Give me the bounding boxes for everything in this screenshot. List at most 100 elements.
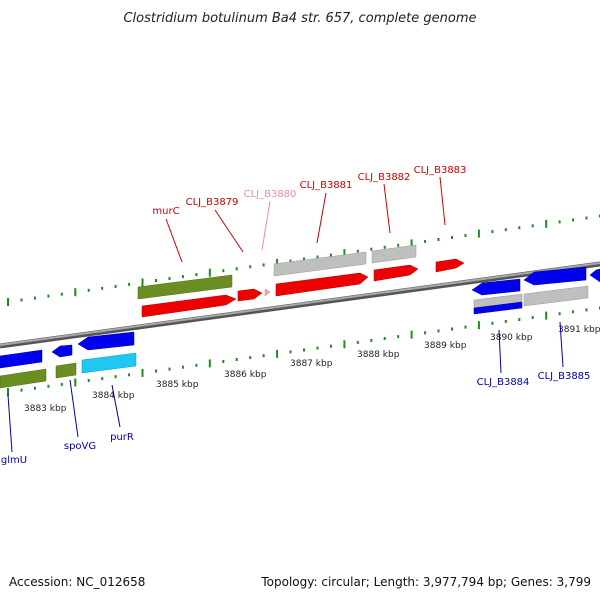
upper-track-minor-tick [262,263,265,267]
upper-track-minor-tick [356,249,359,253]
gene-bar-glmU-green[interactable] [0,368,47,389]
lower-track-minor-tick [558,312,561,316]
gene-bar-purR-cyan[interactable] [81,352,137,374]
lower-track-major-tick [545,311,548,320]
lower-dot-track [7,306,600,396]
lower-track-minor-tick [504,319,507,323]
gene-arrow-CLJ_B3881[interactable] [275,272,369,297]
tick-label-3890: 3890 kbp [490,333,533,343]
upper-gene-labels: murC CLJ_B3879 CLJ_B3880 CLJ_B3881 CLJ_B… [152,165,466,217]
gene-label-CLJ_B3880[interactable]: CLJ_B3880 [244,189,297,200]
gene-bar-CLJ_B3881-grey[interactable] [273,251,367,277]
upper-track-minor-tick [47,294,50,298]
gene-arrow-CLJ_B3884[interactable] [471,278,521,296]
upper-track-minor-tick [424,239,427,243]
lower-track-minor-tick [437,329,440,333]
upper-track-minor-tick [370,247,373,251]
gene-bar-CLJ_B3882-grey[interactable] [371,244,417,264]
gene-label-glmU[interactable]: glmU [1,455,27,466]
lower-track-minor-tick [47,384,50,388]
gene-arrow-CLJ_B3880[interactable] [264,288,271,297]
label-leader-lines [7,176,564,453]
upper-dot-track [7,214,600,306]
upper-track-minor-tick [518,226,521,230]
leader-CLJ_B3883 [439,176,446,226]
upper-track-minor-tick [128,282,131,286]
gene-bar-CLJ_B3885-grey[interactable] [523,285,589,307]
leader-CLJ_B3885 [559,321,564,368]
upper-track-minor-tick [464,234,467,237]
gene-arrow-CLJ_B3882[interactable] [373,264,419,282]
upper-track-minor-tick [168,277,171,280]
lower-track-major-tick [7,388,9,396]
accession-text: Accession: NC_012658 [9,575,145,589]
upper-track-minor-tick [289,259,292,263]
gene-label-murC[interactable]: murC [152,206,179,217]
gene-label-CLJ_B3883[interactable]: CLJ_B3883 [414,165,467,176]
gene-label-CLJ_B3884[interactable]: CLJ_B3884 [477,377,530,388]
leader-glmU [7,394,13,453]
gene-arrow-CLJ_B3885[interactable] [523,266,587,286]
leader-CLJ_B3882 [383,183,391,234]
gene-bar-spoVG-green[interactable] [55,362,77,379]
gene-arrow-left-1[interactable] [0,349,43,369]
reverse-strand-blue-track-left [0,331,135,369]
tick-label-3887: 3887 kbp [290,359,333,369]
upper-track-minor-tick [101,286,104,290]
gene-label-CLJ_B3882[interactable]: CLJ_B3882 [358,172,411,183]
gene-arrow-CLJ_B3883[interactable] [435,258,465,273]
upper-track-minor-tick [531,224,534,228]
lower-track-minor-tick [289,350,292,354]
tick-label-3888: 3888 kbp [357,350,400,360]
lower-track-minor-tick [60,382,63,386]
lower-track-minor-tick [451,327,453,331]
upper-track-minor-tick [249,265,252,269]
lower-track-minor-tick [181,365,184,369]
leader-CLJ_B3879 [214,209,244,253]
upper-track-minor-tick [504,228,507,232]
upper-track-major-tick [208,268,211,277]
gene-bar-CLJ_B3884-blue[interactable] [473,301,523,315]
upper-track-major-tick [545,219,548,228]
lower-track-major-tick [343,340,346,349]
lower-track-minor-tick [329,344,332,348]
map-title: Clostridium botulinum Ba4 str. 657, comp… [123,11,476,26]
scale-tick-labels: 3883 kbp 3884 kbp 3885 kbp 3886 kbp 3887… [24,325,600,414]
gene-arrow-spoVG[interactable] [51,344,73,358]
lower-track-minor-tick [222,360,225,363]
lower-track-minor-tick [303,348,305,352]
lower-track-major-tick [141,368,144,377]
gene-arrow-purR-blue[interactable] [77,331,135,351]
lower-track-minor-tick [168,367,171,371]
upper-track-major-tick [74,288,77,297]
lower-track-major-tick [208,359,211,368]
lower-track-minor-tick [356,340,359,344]
upper-track-minor-tick [60,292,63,296]
gene-arrow-CLJ_B3879[interactable] [237,288,263,302]
lower-track-major-tick [74,378,77,387]
lower-track-minor-tick [464,325,467,329]
upper-track-minor-tick [20,298,23,302]
gene-label-CLJ_B3885[interactable]: CLJ_B3885 [538,371,591,382]
gene-label-spoVG[interactable]: spoVG [64,441,96,452]
upper-track-minor-tick [235,267,238,271]
upper-track-minor-tick [181,275,184,279]
upper-track-minor-tick [222,269,225,273]
gene-label-CLJ_B3881[interactable]: CLJ_B3881 [300,180,353,191]
chromosome-backbone [0,261,600,349]
lower-track-major-tick [276,349,279,358]
lower-track-minor-tick [235,358,238,361]
tick-label-3884: 3884 kbp [92,391,135,401]
leader-purR [111,384,121,428]
forward-strand-upper-track [137,244,417,300]
gene-arrow-murC[interactable] [141,294,237,318]
upper-track-major-tick [7,298,9,306]
gene-label-purR[interactable]: purR [110,432,134,443]
gene-arrow-right-edge[interactable] [589,268,600,283]
upper-track-minor-tick [572,218,575,222]
lower-track-minor-tick [87,379,90,382]
lower-track-major-tick [410,330,413,339]
gene-bar-murC-green[interactable] [137,274,233,300]
gene-label-CLJ_B3879[interactable]: CLJ_B3879 [186,197,239,208]
